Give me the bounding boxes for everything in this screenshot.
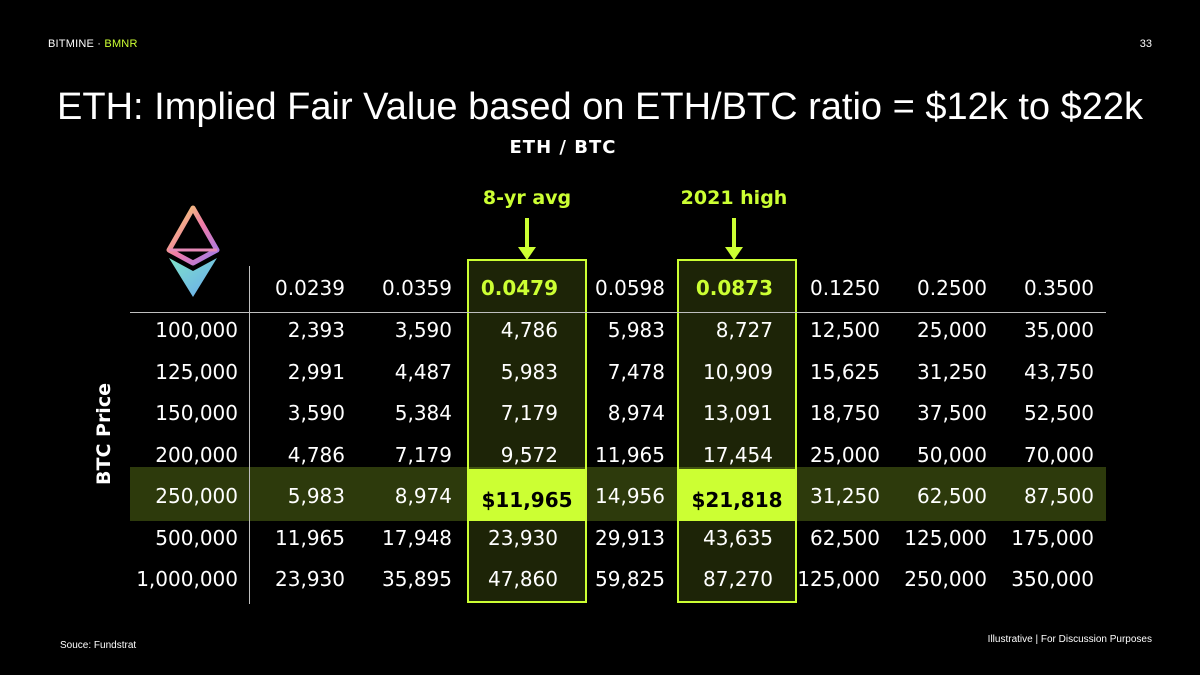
table-cell: 43,635	[703, 526, 773, 550]
page-number: 33	[1139, 38, 1152, 50]
table-cell: 62,500	[810, 526, 880, 550]
annotation-2021-high: 2021 high	[680, 187, 788, 209]
table-cell: 18,750	[810, 401, 880, 425]
column-header: 0.0239	[275, 276, 345, 300]
annotation-8yr-avg: 8-yr avg	[482, 187, 572, 209]
table-cell: 125,000	[797, 567, 880, 591]
table-cell: 15,625	[810, 360, 880, 384]
btc-price-row-label: 150,000	[155, 401, 238, 425]
table-cell: 125,000	[904, 526, 987, 550]
source-note: Souce: Fundstrat	[60, 640, 137, 651]
table-cell: 23,930	[488, 526, 558, 550]
brand-name: BITMINE	[48, 38, 95, 50]
column-header: 0.0873	[695, 276, 773, 300]
ethereum-logo-icon	[166, 205, 220, 297]
table-cell: 17,948	[382, 526, 452, 550]
arrow-down-icon	[725, 218, 743, 260]
highlighted-row-band	[130, 467, 1106, 521]
implied-fair-value-cell: $11,965	[481, 488, 573, 512]
slide-title: ETH: Implied Fair Value based on ETH/BTC…	[57, 86, 1143, 128]
brand-separator: ·	[94, 38, 105, 50]
table-cell: 17,454	[703, 443, 773, 467]
btc-price-row-label: 1,000,000	[136, 567, 238, 591]
table-cell: 87,500	[1024, 484, 1094, 508]
table-cell: 13,091	[703, 401, 773, 425]
table-cell: 70,000	[1024, 443, 1094, 467]
table-cell: 250,000	[904, 567, 987, 591]
highlight-cell-2021-high	[677, 469, 797, 521]
table-cell: 9,572	[500, 443, 558, 467]
table-cell: 175,000	[1011, 526, 1094, 550]
column-header: 0.1250	[810, 276, 880, 300]
highlight-column-8yr-avg	[467, 259, 587, 603]
table-cell: 11,965	[595, 443, 665, 467]
column-header: 0.2500	[917, 276, 987, 300]
column-header: 0.0359	[382, 276, 452, 300]
table-cell: 7,179	[394, 443, 452, 467]
table-cell: 8,727	[715, 318, 773, 342]
table-cell: 5,983	[500, 360, 558, 384]
table-cell: 31,250	[810, 484, 880, 508]
brand-label: BITMINE · BMNR	[48, 38, 138, 50]
footer-disclaimer: Illustrative | For Discussion Purposes	[987, 634, 1152, 645]
btc-price-row-label: 100,000	[155, 318, 238, 342]
table-cell: 50,000	[917, 443, 987, 467]
table-cell: 4,786	[500, 318, 558, 342]
implied-fair-value-cell: $21,818	[691, 488, 783, 512]
table-cell: 87,270	[703, 567, 773, 591]
table-cell: 3,590	[287, 401, 345, 425]
highlight-column-2021-high	[677, 259, 797, 603]
btc-price-row-label: 200,000	[155, 443, 238, 467]
column-axis-label: ETH / BTC	[509, 137, 617, 158]
table-cell: 35,895	[382, 567, 452, 591]
table-cell: 11,965	[275, 526, 345, 550]
table-cell: 7,478	[607, 360, 665, 384]
table-cell: 43,750	[1024, 360, 1094, 384]
table-cell: 5,384	[394, 401, 452, 425]
arrow-down-icon	[518, 218, 536, 260]
table-cell: 2,991	[287, 360, 345, 384]
btc-price-axis-label: BTC Price	[93, 383, 115, 485]
table-cell: 14,956	[595, 484, 665, 508]
table-cell: 7,179	[500, 401, 558, 425]
btc-price-row-label: 500,000	[155, 526, 238, 550]
table-cell: 29,913	[595, 526, 665, 550]
table-cell: 52,500	[1024, 401, 1094, 425]
table-cell: 62,500	[917, 484, 987, 508]
table-cell: 25,000	[810, 443, 880, 467]
table-cell: 35,000	[1024, 318, 1094, 342]
btc-price-row-label: 125,000	[155, 360, 238, 384]
table-cell: 350,000	[1011, 567, 1094, 591]
column-header: 0.3500	[1024, 276, 1094, 300]
table-cell: 10,909	[703, 360, 773, 384]
brand-ticker: BMNR	[104, 38, 138, 50]
table-cell: 8,974	[607, 401, 665, 425]
btc-price-row-label: 250,000	[155, 484, 238, 508]
table-cell: 31,250	[917, 360, 987, 384]
table-cell: 23,930	[275, 567, 345, 591]
table-cell: 4,487	[394, 360, 452, 384]
table-vertical-divider	[249, 266, 250, 604]
table-cell: 47,860	[488, 567, 558, 591]
table-cell: 4,786	[287, 443, 345, 467]
table-cell: 37,500	[917, 401, 987, 425]
table-cell: 5,983	[607, 318, 665, 342]
table-cell: 5,983	[287, 484, 345, 508]
highlight-cell-8yr-avg	[467, 469, 587, 521]
table-cell: 59,825	[595, 567, 665, 591]
table-cell: 8,974	[394, 484, 452, 508]
table-cell: 3,590	[394, 318, 452, 342]
column-header: 0.0598	[595, 276, 665, 300]
table-cell: 2,393	[287, 318, 345, 342]
table-cell: 25,000	[917, 318, 987, 342]
table-horizontal-divider	[130, 312, 1106, 313]
column-header: 0.0479	[480, 276, 558, 300]
table-cell: 12,500	[810, 318, 880, 342]
